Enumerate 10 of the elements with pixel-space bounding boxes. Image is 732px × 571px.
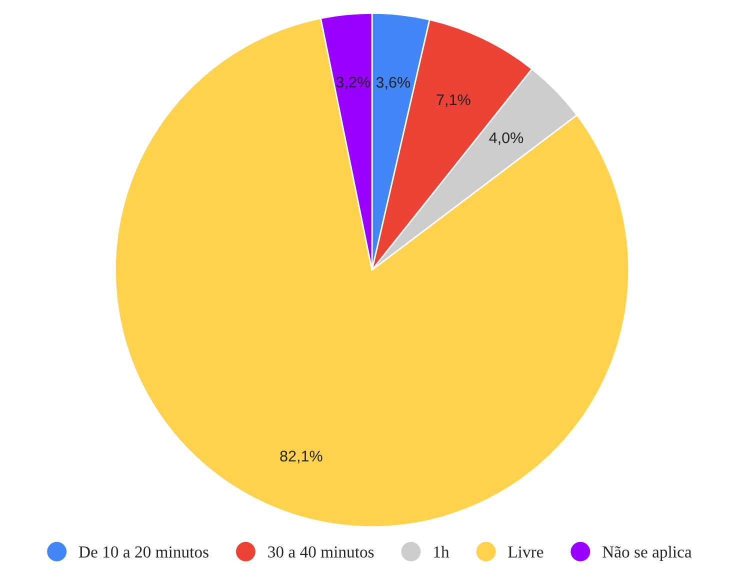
legend-label: 1h — [434, 546, 450, 558]
legend-label: Livre — [508, 546, 544, 558]
legend-label: 30 a 40 minutos — [268, 546, 374, 558]
data-label: 82,1% — [280, 450, 322, 464]
data-label: 3,2% — [336, 76, 370, 90]
legend-label: De 10 a 20 minutos — [78, 546, 208, 558]
data-label: 4,0% — [489, 132, 524, 145]
data-label: 3,6% — [376, 76, 410, 90]
legend-label: Não se aplica — [602, 546, 692, 561]
data-label: 7,1% — [436, 94, 470, 107]
